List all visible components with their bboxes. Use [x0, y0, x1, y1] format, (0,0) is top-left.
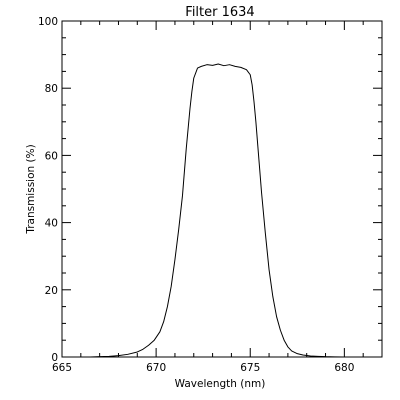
chart-title: Filter 1634 — [185, 5, 254, 20]
axes — [61, 20, 383, 358]
series-line — [80, 63, 382, 358]
x-tick-label: 665 — [52, 362, 72, 374]
y-tick-label: 20 — [45, 285, 58, 297]
y-axis-label: Transmission (%) — [25, 144, 37, 234]
y-tick-label: 100 — [38, 16, 58, 28]
plot-frame — [61, 20, 383, 358]
y-tick-label: 60 — [45, 150, 58, 162]
y-tick-label: 40 — [45, 218, 58, 230]
ticks — [61, 20, 383, 358]
tick-labels: 665 670 675 680 0 20 40 60 80 100 — [38, 16, 354, 374]
y-tick-label: 0 — [51, 352, 58, 364]
plot-area — [80, 63, 382, 358]
x-tick-label: 680 — [334, 362, 354, 374]
x-tick-label: 670 — [146, 362, 166, 374]
x-axis-label: Wavelength (nm) — [175, 378, 266, 390]
y-tick-label: 80 — [45, 83, 58, 95]
x-tick-label: 675 — [240, 362, 260, 374]
